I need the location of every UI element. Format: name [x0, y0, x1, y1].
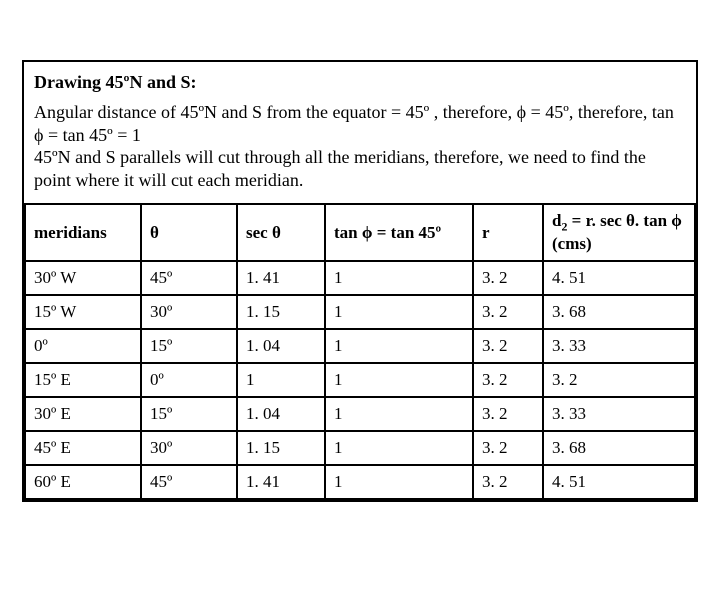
table-cell: 1	[325, 329, 473, 363]
table-cell: 4. 51	[543, 261, 695, 295]
col-r: r	[473, 204, 543, 261]
table-cell: 4. 51	[543, 465, 695, 499]
table-cell: 15º E	[25, 363, 141, 397]
table-cell: 45º	[141, 465, 237, 499]
table-cell: 3. 2	[473, 397, 543, 431]
table-cell: 45º E	[25, 431, 141, 465]
table-cell: 1. 41	[237, 465, 325, 499]
table-row: 30º E15º1. 0413. 23. 33	[25, 397, 695, 431]
col-sec: sec θ	[237, 204, 325, 261]
col-tanphi: tan ϕ = tan 45º	[325, 204, 473, 261]
table-cell: 3. 2	[543, 363, 695, 397]
table-row: 60º E45º1. 4113. 24. 51	[25, 465, 695, 499]
col-meridians: meridians	[25, 204, 141, 261]
document-frame: Drawing 45ºN and S: Angular distance of …	[22, 60, 698, 502]
table-cell: 3. 2	[473, 261, 543, 295]
section-title: Drawing 45ºN and S:	[24, 62, 696, 97]
table-cell: 1. 15	[237, 431, 325, 465]
table-row: 30º W45º1. 4113. 24. 51	[25, 261, 695, 295]
table-cell: 1. 04	[237, 329, 325, 363]
table-cell: 1. 41	[237, 261, 325, 295]
table-row: 0º15º1. 0413. 23. 33	[25, 329, 695, 363]
table-cell: 3. 33	[543, 397, 695, 431]
table-cell: 1. 15	[237, 295, 325, 329]
section-paragraph: Angular distance of 45ºN and S from the …	[24, 97, 696, 203]
table-cell: 60º E	[25, 465, 141, 499]
table-cell: 30º	[141, 295, 237, 329]
table-row: 15º W30º1. 1513. 23. 68	[25, 295, 695, 329]
table-cell: 3. 2	[473, 465, 543, 499]
data-table: meridians θ sec θ tan ϕ = tan 45º r d2 =…	[24, 203, 696, 500]
table-cell: 1	[325, 431, 473, 465]
table-cell: 1	[325, 261, 473, 295]
table-header-row: meridians θ sec θ tan ϕ = tan 45º r d2 =…	[25, 204, 695, 261]
table-cell: 0º	[141, 363, 237, 397]
table-cell: 45º	[141, 261, 237, 295]
table-cell: 1	[325, 363, 473, 397]
table-cell: 1	[325, 397, 473, 431]
table-row: 45º E30º1. 1513. 23. 68	[25, 431, 695, 465]
table-cell: 3. 2	[473, 295, 543, 329]
table-cell: 15º W	[25, 295, 141, 329]
table-cell: 1	[325, 295, 473, 329]
table-cell: 30º	[141, 431, 237, 465]
table-cell: 3. 2	[473, 431, 543, 465]
table-cell: 3. 2	[473, 363, 543, 397]
table-cell: 15º	[141, 329, 237, 363]
table-row: 15º E 0º113. 23. 2	[25, 363, 695, 397]
table-cell: 30º W	[25, 261, 141, 295]
table-cell: 30º E	[25, 397, 141, 431]
col-d2: d2 = r. sec θ. tan ϕ (cms)	[543, 204, 695, 261]
table-cell: 3. 68	[543, 295, 695, 329]
table-cell: 3. 2	[473, 329, 543, 363]
table-cell: 3. 33	[543, 329, 695, 363]
table-cell: 15º	[141, 397, 237, 431]
col-theta: θ	[141, 204, 237, 261]
table-cell: 3. 68	[543, 431, 695, 465]
table-cell: 1. 04	[237, 397, 325, 431]
table-cell: 0º	[25, 329, 141, 363]
table-cell: 1	[325, 465, 473, 499]
table-cell: 1	[237, 363, 325, 397]
